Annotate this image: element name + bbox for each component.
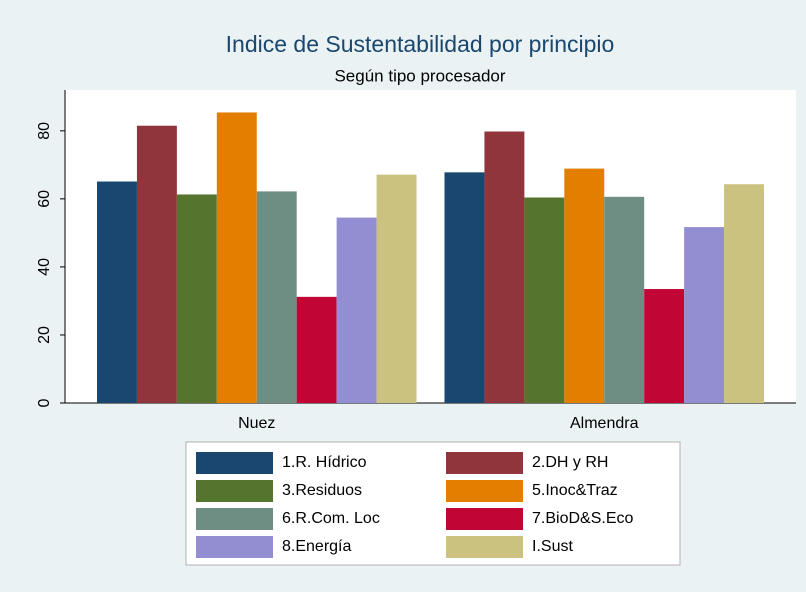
bar: [376, 174, 417, 403]
legend-label: 7.BioD&S.Eco: [532, 510, 633, 527]
legend-swatch: [196, 480, 273, 502]
bar: [176, 194, 217, 403]
legend-swatch: [196, 508, 273, 530]
legend-label: 2.DH y RH: [532, 454, 608, 471]
legend-swatch: [446, 480, 523, 502]
chart-subtitle: Según tipo procesador: [334, 66, 505, 85]
bar: [484, 131, 525, 403]
legend-swatch: [446, 452, 523, 474]
y-tick-label: 20: [36, 326, 53, 344]
bar: [256, 191, 297, 403]
x-tick-label: Almendra: [570, 415, 639, 432]
legend-label: 6.R.Com. Loc: [282, 510, 380, 527]
y-tick-label: 0: [36, 398, 53, 407]
legend-swatch: [196, 452, 273, 474]
legend-label: 3.Residuos: [282, 482, 362, 499]
legend-label: I.Sust: [532, 538, 573, 555]
chart-title: Indice de Sustentabilidad por principio: [226, 31, 615, 57]
y-tick-label: 60: [36, 190, 53, 208]
y-tick-label: 80: [36, 122, 53, 140]
bar: [296, 296, 337, 403]
bar: [604, 196, 645, 403]
bar: [216, 112, 257, 403]
legend-swatch: [196, 536, 273, 558]
bar: [97, 181, 137, 403]
bar: [684, 227, 725, 403]
legend-label: 5.Inoc&Traz: [532, 482, 618, 499]
bar: [336, 217, 377, 403]
bar: [564, 168, 605, 403]
legend-swatch: [446, 536, 523, 558]
bar: [724, 184, 764, 403]
x-tick-label: Nuez: [238, 415, 275, 432]
legend-label: 1.R. Hídrico: [282, 454, 367, 471]
legend-label: 8.Energía: [282, 538, 351, 555]
y-tick-label: 40: [36, 258, 53, 276]
bar: [136, 125, 177, 403]
legend-swatch: [446, 508, 523, 530]
bar: [524, 197, 565, 403]
bar: [644, 289, 685, 403]
bar: [444, 172, 485, 403]
